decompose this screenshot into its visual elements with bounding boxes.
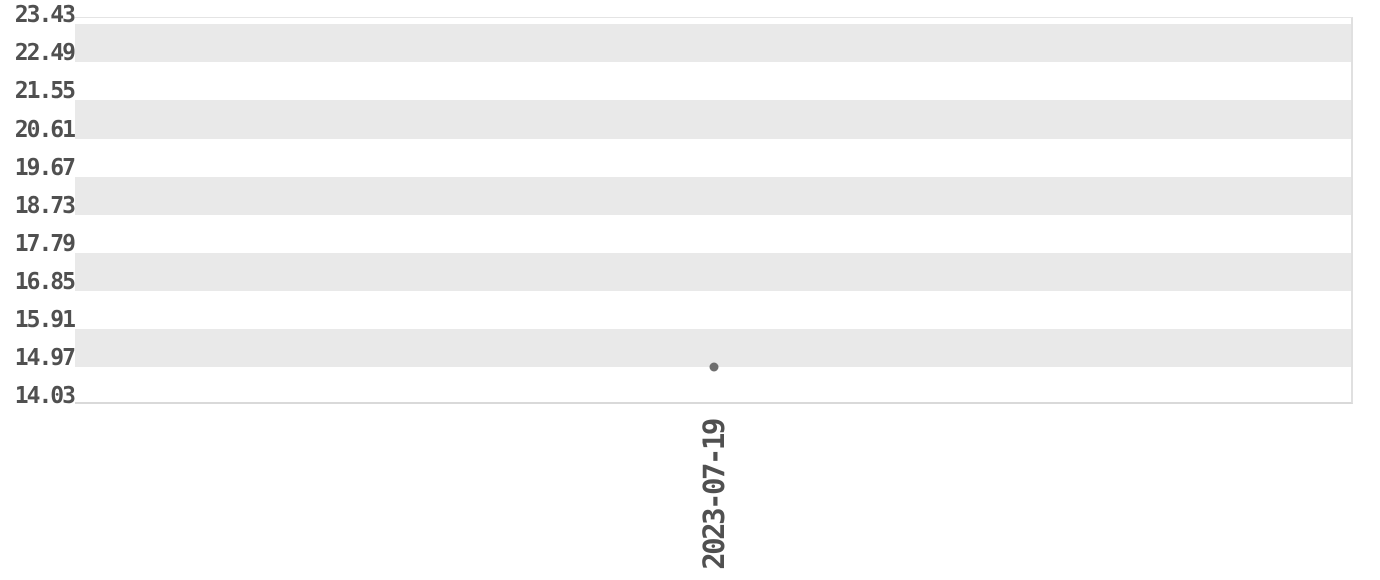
y-tick-label: 20.61 bbox=[14, 116, 76, 143]
data-point-marker[interactable] bbox=[709, 362, 719, 372]
plot-area bbox=[75, 17, 1353, 404]
y-tick-label: 15.91 bbox=[14, 306, 76, 333]
stripe-band bbox=[75, 176, 1351, 215]
y-tick-label: 14.97 bbox=[14, 344, 76, 371]
stripe-band bbox=[75, 328, 1351, 367]
y-tick-label: 21.55 bbox=[14, 78, 76, 105]
y-tick-label: 17.79 bbox=[14, 230, 76, 257]
y-tick-label: 16.85 bbox=[14, 268, 76, 295]
y-tick-label: 14.03 bbox=[14, 383, 76, 409]
y-tick-label: 19.67 bbox=[14, 154, 76, 181]
y-axis-tick-labels: 23.43 22.49 21.55 20.61 19.67 18.73 17.79 16.85… bbox=[0, 0, 76, 420]
x-axis-tick-label: 2023-07-19 bbox=[697, 420, 731, 570]
stripe-band bbox=[75, 252, 1351, 291]
y-tick-label: 22.49 bbox=[14, 40, 76, 67]
stripe-band bbox=[75, 100, 1351, 139]
stripe-band bbox=[75, 24, 1351, 63]
y-tick-label: 18.73 bbox=[14, 192, 76, 219]
y-tick-label: 23.43 bbox=[14, 2, 76, 29]
